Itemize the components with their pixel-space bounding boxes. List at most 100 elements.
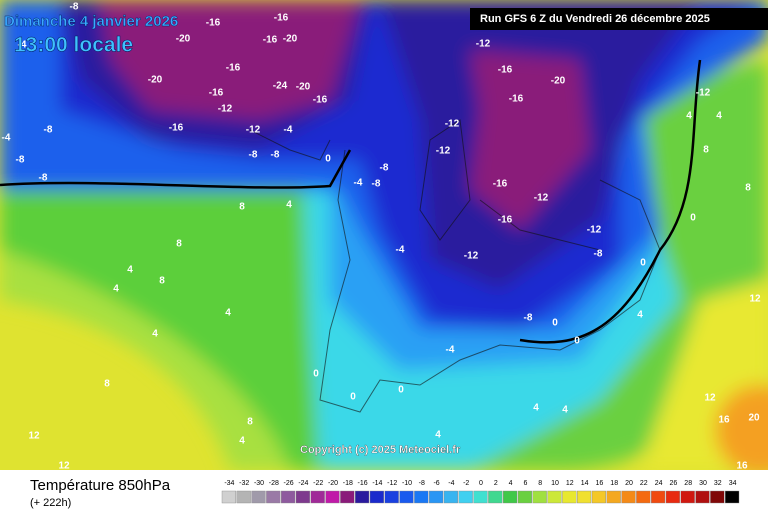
contour-label: -8 (249, 150, 258, 161)
legend-swatch (621, 490, 636, 504)
contour-label: 8 (104, 379, 110, 390)
contour-label: 16 (718, 415, 730, 426)
contour-label: 8 (247, 417, 253, 428)
contour-label: -16 (498, 65, 513, 76)
contour-label: -12 (436, 146, 451, 157)
legend-label: 14 (581, 480, 589, 487)
contour-label: -8 (271, 150, 280, 161)
contour-label: -8 (380, 163, 389, 174)
contour-label: -12 (587, 225, 602, 236)
contour-label: -12 (218, 104, 233, 115)
legend-label: -26 (284, 480, 294, 487)
legend-label: 0 (479, 480, 483, 487)
contour-label: -4 (2, 133, 11, 144)
contour-label: -8 (524, 313, 533, 324)
contour-label: -16 (209, 88, 224, 99)
contour-label: 0 (350, 392, 356, 403)
legend-swatch (577, 490, 592, 504)
legend-label: 12 (566, 480, 574, 487)
contour-label: -12 (534, 193, 549, 204)
legend-swatch (710, 490, 725, 504)
legend-label: 26 (670, 480, 678, 487)
contour-label: -16 (169, 123, 184, 134)
legend-swatch (399, 490, 414, 504)
legend-swatch (562, 490, 577, 504)
legend-label: -18 (343, 480, 353, 487)
legend-swatch (680, 490, 695, 504)
legend-label: 20 (625, 480, 633, 487)
legend-label: -12 (387, 480, 397, 487)
contour-label: 4 (716, 111, 722, 122)
contour-label: 4 (239, 436, 245, 447)
contour-label: 8 (745, 183, 751, 194)
contour-label: -16 (498, 215, 513, 226)
legend-swatch (295, 490, 311, 504)
legend-swatch (429, 490, 444, 504)
contour-label: -4 (446, 345, 455, 356)
contour-label: -8 (44, 125, 53, 136)
contour-label: -12 (445, 119, 460, 130)
contour-label: 4 (637, 310, 643, 321)
legend-label: 4 (509, 480, 513, 487)
legend-label: -34 (224, 480, 234, 487)
legend-swatch (355, 490, 370, 504)
contour-label: -20 (176, 34, 191, 45)
legend-label: 18 (610, 480, 618, 487)
legend-swatch (473, 490, 488, 504)
legend-swatch (340, 490, 355, 504)
contour-label: 12 (749, 294, 761, 305)
legend-swatch (221, 490, 237, 504)
legend-swatch (532, 490, 547, 504)
legend-swatch (488, 490, 503, 504)
contour-label: -8 (39, 173, 48, 184)
legend-label: -28 (269, 480, 279, 487)
contour-label: -16 (263, 35, 278, 46)
legend-swatch (606, 490, 621, 504)
legend-label: 24 (655, 480, 663, 487)
contour-label: 0 (398, 385, 404, 396)
legend-swatch (547, 490, 562, 504)
temperature-field: -8 -16 -20 -16 -20 -16 -12 -16 -20 -16 -12 -12 -16 -1… (0, 0, 768, 472)
contour-label: 4 (152, 329, 158, 340)
legend-swatch (636, 490, 651, 504)
contour-label: -12 (696, 88, 711, 99)
contour-label: 12 (28, 431, 40, 442)
legend-swatch (414, 490, 429, 504)
contour-label: 20 (748, 413, 760, 424)
contour-label: -20 (296, 82, 311, 93)
legend-swatch (517, 490, 533, 504)
legend-label: 28 (684, 480, 692, 487)
legend-swatch (503, 490, 518, 504)
legend-swatch (251, 490, 266, 504)
contour-label: -16 (509, 94, 524, 105)
copyright: Copyright (c) 2025 Meteociel.fr (300, 444, 461, 456)
legend-swatch (458, 490, 473, 504)
contour-label: 4 (562, 405, 568, 416)
legend-title: Température 850hPa (30, 477, 171, 494)
date: Dimanche 4 janvier 2026 (4, 13, 178, 30)
contour-label: 4 (435, 430, 441, 441)
time: 13:00 locale (14, 34, 133, 57)
legend-label: 32 (714, 480, 722, 487)
legend-label: 34 (729, 480, 737, 487)
legend-label: -22 (313, 480, 323, 487)
run-box (470, 8, 768, 30)
contour-label: -20 (148, 75, 163, 86)
contour-label: 0 (313, 369, 319, 380)
legend-label: 6 (523, 480, 527, 487)
contour-label: 12 (58, 461, 70, 472)
contour-label: 4 (686, 111, 692, 122)
legend-swatch (281, 490, 296, 504)
contour-label: 4 (533, 403, 539, 414)
contour-label: -4 (18, 40, 27, 51)
contour-label: 12 (704, 393, 716, 404)
contour-label: -12 (476, 39, 491, 50)
contour-label: -8 (372, 179, 381, 190)
legend-label: -24 (298, 480, 308, 487)
contour-label: -4 (396, 245, 405, 256)
contour-label: 16 (736, 461, 748, 472)
legend-swatch (384, 490, 399, 504)
legend-swatch (443, 490, 459, 504)
contour-label: -16 (493, 179, 508, 190)
